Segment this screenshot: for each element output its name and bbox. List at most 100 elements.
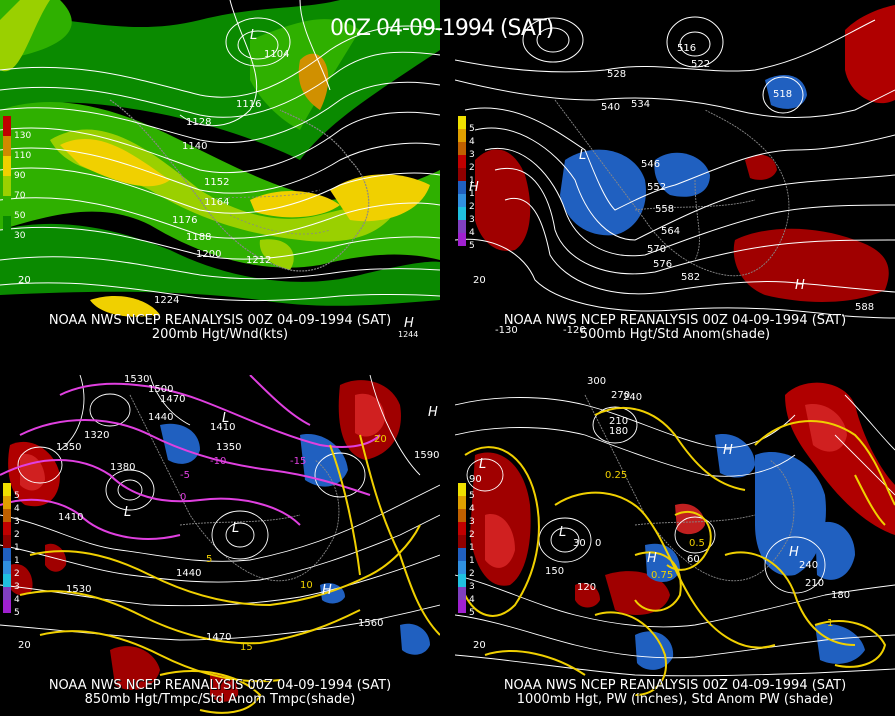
contour-label: 552 <box>647 182 667 193</box>
contour-label: 1440 <box>176 568 202 579</box>
legend-label: 130 <box>14 131 32 141</box>
legend-label: 3 <box>14 582 20 592</box>
legend-label: 30 <box>14 231 26 241</box>
contour-label: 582 <box>681 272 701 283</box>
legend-label: 3 <box>469 215 475 225</box>
legend-label: 50 <box>14 211 26 221</box>
contour-label: 90 <box>469 474 482 485</box>
contour-label: 1560 <box>358 618 384 629</box>
contour-label: 1188 <box>186 232 212 243</box>
high-center-marker: H <box>723 443 733 458</box>
main-title: 00Z 04-09-1994 (SAT) <box>330 16 554 41</box>
high-center-marker: H <box>469 180 479 195</box>
temp-label: 5 <box>206 554 213 565</box>
contour-label: 564 <box>661 226 681 237</box>
legend-label: 2 <box>469 202 475 212</box>
legend-swatch <box>458 509 466 522</box>
legend-label: 4 <box>469 595 475 605</box>
legend-swatch <box>3 136 11 156</box>
contour-label: 1590 <box>414 450 440 461</box>
contour-label: 180 <box>609 426 629 437</box>
legend-swatch <box>458 207 466 220</box>
contour-label: 1212 <box>246 255 272 266</box>
contour-label: 540 <box>601 102 621 113</box>
contour-label: 516 <box>677 43 697 54</box>
low-center-marker: L <box>579 148 587 163</box>
contour-label: 210 <box>805 578 825 589</box>
legend-swatch <box>3 483 11 496</box>
legend-label: 1 <box>14 556 20 566</box>
contour-label: 30 <box>573 538 586 549</box>
contour-label: 534 <box>631 99 651 110</box>
contour-label: 1440 <box>148 412 174 423</box>
legend-swatch <box>458 548 466 561</box>
contour-label: 1470 <box>206 632 232 643</box>
pw-label: 0.5 <box>689 538 705 549</box>
high-center-marker: H <box>789 545 799 560</box>
lon-label: -120 <box>563 325 586 336</box>
legend-swatch <box>3 156 11 176</box>
panel-500mb: 5 4 3 2 1 1 2 3 4 5 528 540 534 546 552 558 564 5… <box>455 0 895 341</box>
legend-label: 2 <box>14 569 20 579</box>
panel-title-500mb: NOAA NWS NCEP REANALYSIS 00Z 04-09-1994 … <box>503 313 847 342</box>
legend-label: 5 <box>469 491 475 501</box>
map-200mb <box>0 0 440 341</box>
legend-label: 1 <box>469 543 475 553</box>
contour-label: 150 <box>545 566 565 577</box>
contour-label: 0 <box>595 538 602 549</box>
legend-swatch <box>3 561 11 574</box>
contour-label: 1244 <box>398 330 419 339</box>
contour-label: 1140 <box>182 141 208 152</box>
legend-swatch <box>458 181 466 194</box>
panel-title-1000mb: NOAA NWS NCEP REANALYSIS 00Z 04-09-1994 … <box>503 678 847 707</box>
legend-label: 3 <box>14 517 20 527</box>
contour-label: 1320 <box>84 430 110 441</box>
legend-swatch <box>458 220 466 233</box>
legend-swatch <box>458 168 466 181</box>
lat-label: 20 <box>473 275 486 286</box>
legend-label: 2 <box>469 569 475 579</box>
high-center-marker: H <box>322 583 332 598</box>
contour-label: 1116 <box>236 99 262 110</box>
contour-label: 1530 <box>124 375 150 385</box>
lat-label: 20 <box>18 640 31 651</box>
legend-label: 110 <box>14 151 32 161</box>
legend-label: 4 <box>469 137 475 147</box>
legend-swatch <box>458 116 466 129</box>
contour-label: 1164 <box>204 197 230 208</box>
high-center-marker: H <box>795 278 805 293</box>
map-1000mb <box>455 375 895 716</box>
low-center-marker: L <box>479 457 487 472</box>
pw-label: 1 <box>827 618 834 629</box>
panel-title-200mb: NOAA NWS NCEP REANALYSIS 00Z 04-09-1994 … <box>48 313 392 342</box>
contour-label: 522 <box>691 59 711 70</box>
legend-swatch <box>458 587 466 600</box>
legend-swatch <box>458 142 466 155</box>
legend-swatch <box>3 522 11 535</box>
high-center-marker: H <box>647 551 657 566</box>
lat-label: 20 <box>18 275 31 286</box>
contour-label: 1152 <box>204 177 230 188</box>
legend-label: 1 <box>469 176 475 186</box>
low-center-marker: L <box>222 411 230 426</box>
contour-label: 1410 <box>210 422 236 433</box>
legend-label: 4 <box>469 504 475 514</box>
temp-label: -10 <box>210 456 227 467</box>
legend-swatch <box>458 194 466 207</box>
contour-label: 1200 <box>196 249 222 260</box>
contour-label: 1176 <box>172 215 198 226</box>
lon-label: -130 <box>495 325 518 336</box>
legend-swatch <box>458 535 466 548</box>
legend-label: 1 <box>469 189 475 199</box>
contour-label: 240 <box>623 392 643 403</box>
low-center-marker: L <box>559 525 567 540</box>
temp-label: 20 <box>374 434 387 445</box>
temp-label: -15 <box>290 456 307 467</box>
contour-label: 1410 <box>58 512 84 523</box>
legend-label: 1 <box>14 543 20 553</box>
panel-850mb: 5 4 3 2 1 1 2 3 4 5 1530 1500 1470 1440 1410 1380… <box>0 375 440 716</box>
lat-label: 20 <box>473 640 486 651</box>
high-center-marker: H <box>404 316 414 331</box>
legend-swatch <box>3 535 11 548</box>
